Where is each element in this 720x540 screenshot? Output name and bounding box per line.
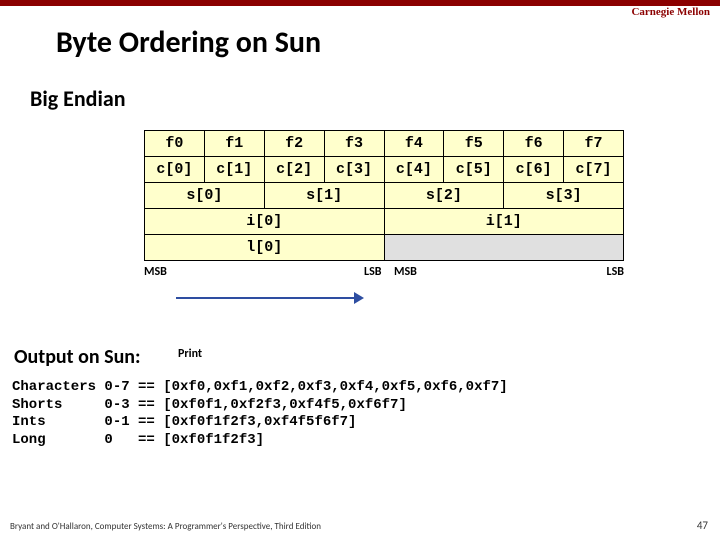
msb-label-1: MSB — [144, 265, 167, 279]
cell-c3: c[3] — [324, 157, 384, 183]
output-heading: Output on Sun: — [0, 311, 720, 369]
cell-f5: f5 — [444, 131, 504, 157]
output-block: Characters 0-7 == [0xf0,0xf1,0xf2,0xf3,0… — [0, 369, 720, 449]
cell-f1: f1 — [204, 131, 264, 157]
msb-label-2: MSB — [394, 265, 417, 279]
footer-citation: Bryant and O'Hallaron, Computer Systems:… — [10, 521, 321, 532]
cell-f3: f3 — [324, 131, 384, 157]
cell-c0: c[0] — [145, 157, 205, 183]
cell-c7: c[7] — [564, 157, 624, 183]
cell-c5: c[5] — [444, 157, 504, 183]
cell-s0: s[0] — [145, 183, 265, 209]
page-number: 47 — [697, 519, 708, 532]
lsb-label-1: LSB — [364, 265, 381, 279]
cell-f7: f7 — [564, 131, 624, 157]
arrow-head-icon — [354, 292, 364, 304]
cell-s2: s[2] — [384, 183, 504, 209]
output-line-3: Long 0 == [0xf0f1f2f3] — [12, 432, 264, 448]
cell-l-fill — [384, 235, 624, 261]
row-c: c[0] c[1] c[2] c[3] c[4] c[5] c[6] c[7] — [145, 157, 624, 183]
row-s: s[0] s[1] s[2] s[3] — [145, 183, 624, 209]
cell-f6: f6 — [504, 131, 564, 157]
cell-f0: f0 — [145, 131, 205, 157]
institution-label: Carnegie Mellon — [631, 6, 710, 18]
cell-l0: l[0] — [145, 235, 385, 261]
cell-f4: f4 — [384, 131, 444, 157]
row-l: l[0] — [145, 235, 624, 261]
msb-lsb-labels: MSB LSB MSB LSB — [144, 265, 624, 289]
print-arrow — [144, 291, 384, 311]
byte-table: f0 f1 f2 f3 f4 f5 f6 f7 c[0] c[1] c[2] c… — [144, 130, 624, 261]
arrow-line-icon — [176, 297, 356, 299]
cell-i1: i[1] — [384, 209, 624, 235]
cell-c4: c[4] — [384, 157, 444, 183]
cell-s3: s[3] — [504, 183, 624, 209]
slide-title: Byte Ordering on Sun — [0, 6, 720, 61]
row-i: i[0] i[1] — [145, 209, 624, 235]
print-label: Print — [178, 347, 202, 361]
cell-c2: c[2] — [264, 157, 324, 183]
cell-c1: c[1] — [204, 157, 264, 183]
cell-f2: f2 — [264, 131, 324, 157]
output-line-2: Ints 0-1 == [0xf0f1f2f3,0xf4f5f6f7] — [12, 414, 356, 430]
cell-s1: s[1] — [264, 183, 384, 209]
cell-i0: i[0] — [145, 209, 385, 235]
cell-c6: c[6] — [504, 157, 564, 183]
lsb-label-2: LSB — [607, 265, 624, 279]
output-line-1: Shorts 0-3 == [0xf0f1,0xf2f3,0xf4f5,0xf6… — [12, 397, 407, 413]
slide-subtitle: Big Endian — [0, 61, 720, 112]
output-line-0: Characters 0-7 == [0xf0,0xf1,0xf2,0xf3,0… — [12, 379, 508, 395]
row-f: f0 f1 f2 f3 f4 f5 f6 f7 — [145, 131, 624, 157]
